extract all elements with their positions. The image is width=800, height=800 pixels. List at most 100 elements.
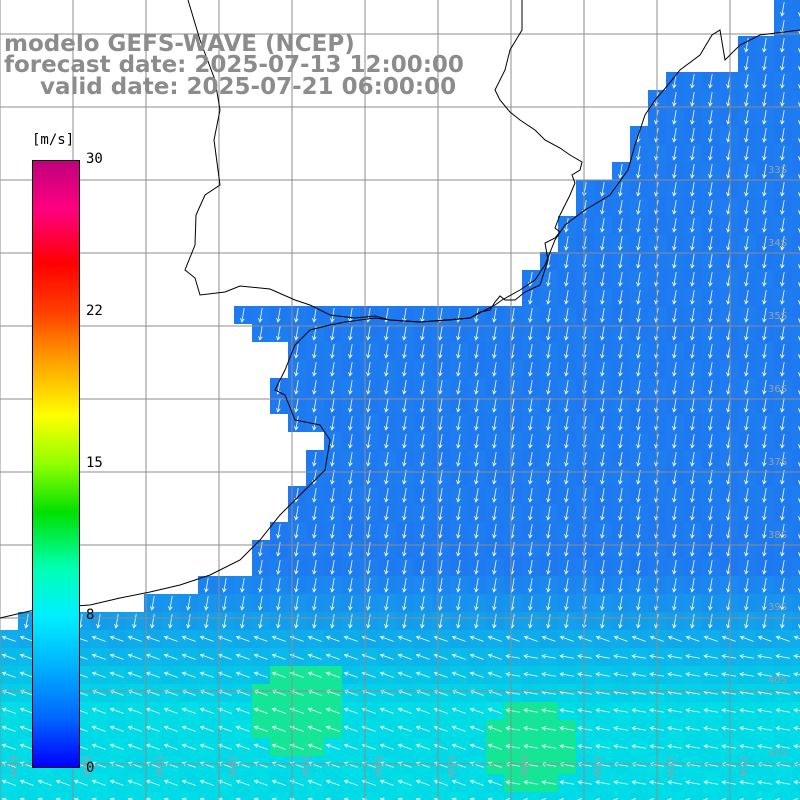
wind-speed-cell — [792, 306, 800, 324]
wind-arrow — [546, 272, 551, 287]
wind-arrow — [312, 560, 317, 575]
wind-arrow — [708, 272, 713, 287]
wind-arrow — [744, 200, 749, 215]
wind-arrow — [487, 797, 494, 800]
wind-arrow — [744, 74, 749, 89]
wind-arrow — [564, 614, 569, 629]
wind-arrow — [577, 654, 592, 659]
wind-arrow — [433, 779, 448, 786]
wind-arrow — [672, 560, 677, 575]
wind-arrow — [181, 797, 188, 800]
wind-arrow — [780, 416, 785, 431]
wind-arrow — [703, 708, 718, 713]
wind-speed-cell — [792, 522, 800, 540]
wind-arrow — [348, 308, 353, 323]
wind-arrow — [721, 654, 736, 659]
wind-arrow — [474, 362, 479, 377]
wind-arrow — [541, 708, 556, 713]
wind-arrow — [667, 635, 682, 642]
wind-arrow — [636, 380, 641, 395]
wind-arrow — [433, 797, 440, 800]
wind-arrow — [528, 542, 533, 557]
wind-arrow — [294, 578, 299, 593]
wind-arrow — [636, 164, 641, 179]
wind-arrow — [312, 380, 317, 395]
wind-arrow — [505, 672, 520, 677]
wind-arrow — [348, 596, 353, 611]
wind-speed-cell — [792, 54, 800, 72]
wind-arrow — [181, 671, 196, 678]
wind-arrow — [636, 398, 641, 413]
wind-arrow — [613, 726, 628, 731]
wind-arrow — [235, 761, 250, 768]
wind-arrow — [330, 542, 335, 557]
wind-arrow — [253, 725, 268, 732]
wind-arrow — [433, 653, 448, 660]
wind-arrow — [1, 779, 16, 786]
wind-arrow — [366, 578, 371, 593]
wind-arrow — [1, 707, 16, 714]
wind-arrow — [618, 362, 623, 377]
wind-arrow — [402, 380, 407, 395]
title-model: modelo GEFS-WAVE (NCEP) — [4, 31, 355, 57]
wind-arrow — [690, 488, 695, 503]
wind-arrow — [348, 434, 353, 449]
wind-arrow — [690, 308, 695, 323]
wind-arrow — [330, 560, 335, 575]
wind-arrow — [721, 672, 736, 677]
wind-arrow — [379, 725, 394, 732]
wind-arrow — [685, 635, 700, 642]
wind-arrow — [330, 380, 335, 395]
wind-arrow — [564, 254, 569, 269]
wind-arrow — [258, 560, 263, 575]
wind-arrow — [672, 344, 677, 359]
wind-arrow — [618, 326, 623, 341]
wind-arrow — [474, 380, 479, 395]
wind-arrow — [708, 92, 713, 107]
wind-speed-cell — [792, 414, 800, 432]
wind-arrow — [366, 488, 371, 503]
wind-arrow — [109, 671, 124, 678]
wind-arrow — [564, 596, 569, 611]
wind-arrow — [127, 743, 142, 750]
wind-arrow — [217, 725, 232, 732]
wind-arrow — [546, 578, 551, 593]
wind-arrow — [366, 380, 371, 395]
wind-arrow — [330, 524, 335, 539]
wind-arrow — [420, 344, 425, 359]
wind-arrow — [780, 452, 785, 467]
wind-arrow — [91, 671, 106, 678]
wind-arrow — [546, 560, 551, 575]
wind-arrow — [307, 797, 314, 800]
wind-arrow — [109, 653, 124, 660]
wind-arrow — [456, 326, 461, 341]
wind-arrow — [150, 596, 155, 611]
wind-arrow — [397, 779, 412, 786]
wind-arrow — [451, 671, 466, 678]
wind-arrow — [199, 653, 214, 660]
wind-arrow — [420, 380, 425, 395]
wind-arrow — [636, 146, 641, 161]
wind-arrow — [757, 672, 772, 677]
wind-arrow — [636, 434, 641, 449]
wind-arrow — [451, 743, 466, 750]
wind-arrow — [541, 635, 556, 642]
wind-arrow — [636, 506, 641, 521]
wind-speed-cell — [666, 792, 684, 800]
wind-arrow — [438, 578, 443, 593]
wind-arrow — [402, 506, 407, 521]
wind-arrow — [672, 488, 677, 503]
wind-arrow — [672, 236, 677, 251]
wind-arrow — [600, 542, 605, 557]
wind-arrow — [222, 596, 227, 611]
wind-arrow — [420, 398, 425, 413]
wind-arrow — [523, 744, 538, 749]
wind-arrow — [384, 488, 389, 503]
wind-arrow — [708, 308, 713, 323]
wind-speed-cell — [450, 792, 468, 800]
wind-arrow — [762, 326, 767, 341]
wind-arrow — [199, 707, 214, 714]
wind-arrow — [564, 542, 569, 557]
wind-speed-cell — [792, 360, 800, 378]
